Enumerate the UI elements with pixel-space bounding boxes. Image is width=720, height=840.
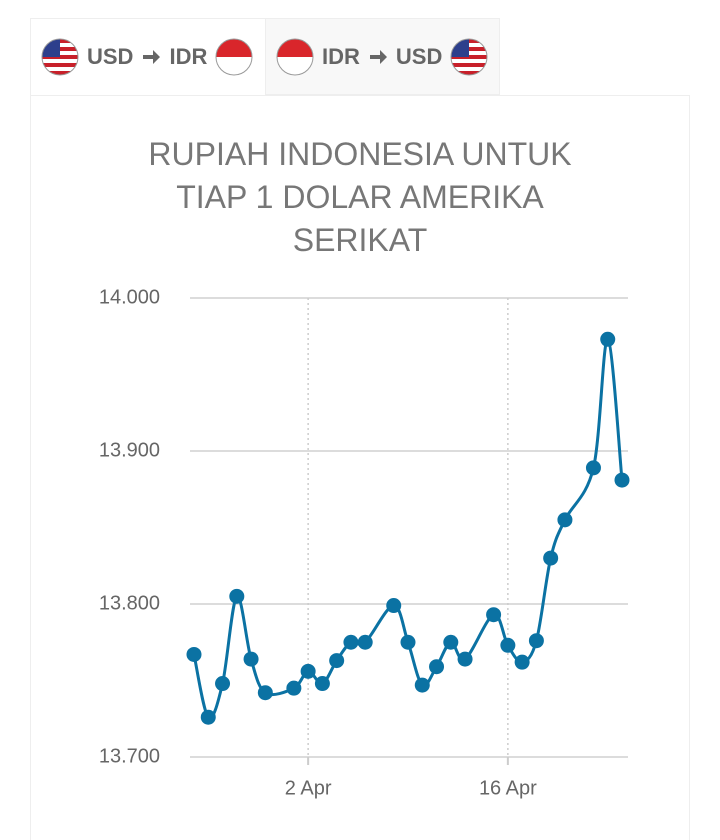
point	[600, 331, 616, 347]
y-tick-label: 13.700	[99, 745, 160, 767]
point	[229, 588, 245, 604]
point	[585, 460, 601, 476]
point	[286, 680, 302, 696]
tab-to: IDR	[169, 44, 208, 69]
point	[386, 598, 402, 614]
y-tick-label: 14.000	[99, 286, 160, 308]
point	[243, 651, 259, 667]
tab-from: IDR	[322, 43, 360, 69]
point	[186, 646, 202, 662]
point	[343, 634, 359, 650]
point	[215, 676, 231, 692]
point	[443, 634, 459, 650]
point	[614, 472, 630, 488]
y-tick-label: 13.800	[99, 592, 160, 614]
point	[500, 637, 516, 653]
point	[400, 634, 416, 650]
tab-from: USD	[87, 44, 134, 69]
point	[557, 512, 573, 528]
point	[528, 633, 544, 649]
x-tick-label: 2 Apr	[285, 777, 332, 799]
point	[514, 654, 530, 670]
point	[300, 663, 316, 679]
point	[486, 607, 502, 623]
point	[200, 709, 216, 725]
point	[429, 659, 445, 675]
y-tick-label: 13.900	[99, 439, 160, 461]
tab-to: USD	[395, 43, 443, 69]
point	[357, 634, 373, 650]
tab[interactable]: IDR USD	[266, 18, 500, 95]
point	[329, 653, 345, 669]
point	[414, 677, 430, 693]
panel	[30, 95, 690, 840]
point	[543, 550, 559, 566]
chart-title: RUPIAH INDONESIA UNTUK TIAP 1 DOLAR AMER…	[148, 136, 572, 258]
tab[interactable]: USD IDR	[30, 18, 266, 95]
x-tick-label: 16 Apr	[479, 777, 537, 799]
point	[457, 651, 473, 667]
point	[314, 676, 330, 692]
point	[257, 685, 273, 701]
